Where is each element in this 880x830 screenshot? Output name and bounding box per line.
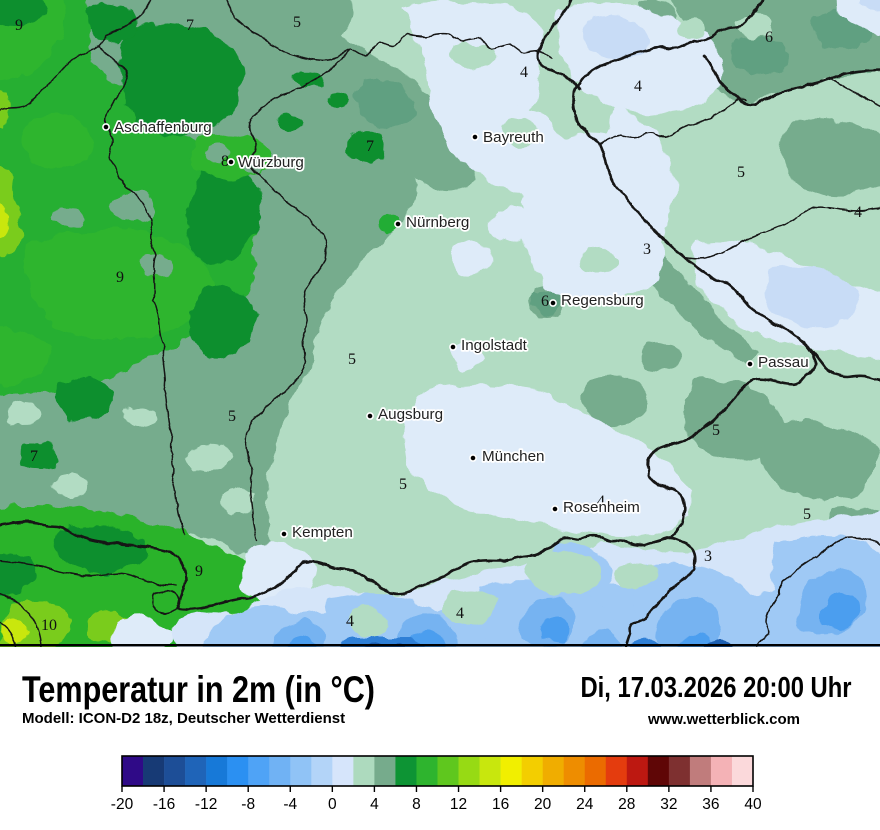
svg-text:4: 4 — [597, 493, 605, 510]
svg-text:5: 5 — [712, 422, 720, 439]
svg-text:Kempten: Kempten — [292, 524, 353, 541]
svg-text:-4: -4 — [283, 796, 297, 813]
svg-text:Nürnberg: Nürnberg — [406, 214, 469, 231]
svg-text:5: 5 — [293, 14, 301, 31]
svg-text:4: 4 — [456, 605, 464, 622]
svg-text:8: 8 — [412, 796, 421, 813]
svg-text:32: 32 — [660, 796, 677, 813]
svg-text:5: 5 — [803, 506, 811, 523]
svg-text:7: 7 — [30, 448, 38, 465]
svg-text:40: 40 — [744, 796, 762, 813]
svg-text:Rosenheim: Rosenheim — [563, 499, 640, 516]
svg-text:5: 5 — [348, 351, 356, 368]
svg-text:4: 4 — [346, 613, 354, 630]
svg-text:20: 20 — [534, 796, 552, 813]
svg-text:0: 0 — [328, 796, 337, 813]
svg-text:-20: -20 — [111, 796, 134, 813]
svg-text:8: 8 — [221, 153, 229, 170]
svg-text:3: 3 — [704, 548, 712, 565]
svg-text:16: 16 — [492, 796, 509, 813]
svg-text:Passau: Passau — [758, 354, 809, 371]
svg-text:-8: -8 — [241, 796, 255, 813]
svg-text:Augsburg: Augsburg — [378, 406, 443, 423]
svg-text:Würzburg: Würzburg — [238, 154, 304, 171]
svg-text:28: 28 — [618, 796, 635, 813]
svg-text:9: 9 — [195, 563, 203, 580]
svg-text:Bayreuth: Bayreuth — [483, 129, 544, 146]
svg-text:Aschaffenburg: Aschaffenburg — [114, 119, 212, 136]
svg-text:7: 7 — [186, 17, 194, 34]
svg-text:5: 5 — [228, 408, 236, 425]
svg-text:6: 6 — [765, 29, 773, 46]
svg-text:5: 5 — [737, 164, 745, 181]
svg-text:7: 7 — [366, 138, 374, 155]
svg-text:10: 10 — [41, 617, 57, 634]
svg-text:-12: -12 — [195, 796, 217, 813]
svg-text:4: 4 — [854, 204, 862, 221]
svg-text:3: 3 — [643, 241, 651, 258]
svg-text:Regensburg: Regensburg — [561, 292, 644, 309]
svg-text:-16: -16 — [153, 796, 175, 813]
svg-text:24: 24 — [576, 796, 594, 813]
svg-text:9: 9 — [116, 269, 124, 286]
svg-text:München: München — [482, 448, 544, 465]
svg-text:6: 6 — [541, 293, 549, 310]
svg-text:4: 4 — [370, 796, 379, 813]
svg-text:9: 9 — [15, 17, 23, 34]
svg-text:5: 5 — [399, 476, 407, 493]
svg-text:Ingolstadt: Ingolstadt — [461, 337, 528, 354]
svg-text:36: 36 — [702, 796, 719, 813]
svg-text:12: 12 — [450, 796, 467, 813]
svg-text:4: 4 — [634, 78, 642, 95]
svg-text:4: 4 — [520, 64, 528, 81]
